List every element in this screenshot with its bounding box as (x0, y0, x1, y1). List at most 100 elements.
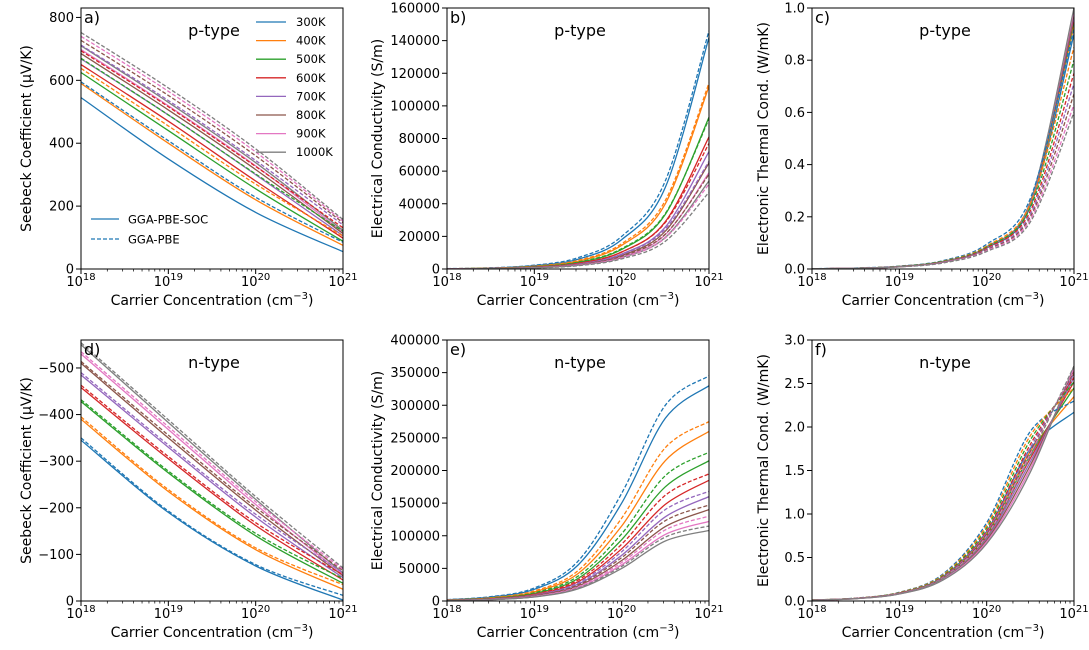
series-line-600k-gga-pbe-soc (81, 386, 343, 581)
x-axis-label: Carrier Concentration (cm−3) (111, 291, 314, 309)
series-line-800k-gga-pbe (812, 93, 1074, 269)
y-tick-label: 200000 (390, 464, 440, 479)
series-line-400k-gga-pbe (81, 67, 343, 237)
series-line-500k-gga-pbe-soc (447, 460, 709, 601)
y-tick-label: −500 (38, 361, 74, 376)
series-group (81, 342, 343, 601)
panel-title: n-type (188, 353, 240, 372)
y-tick-label: 1.0 (784, 508, 805, 523)
y-tick-label: 50000 (399, 562, 440, 577)
y-tick-label: 0.5 (784, 551, 805, 566)
series-line-700k-gga-pbe (81, 44, 343, 226)
series-line-700k-gga-pbe-soc (812, 377, 1074, 601)
series-line-500k-gga-pbe (812, 60, 1074, 269)
y-tick-label: 2.5 (784, 377, 805, 392)
x-tick-label: 1020 (607, 604, 636, 622)
y-tick-label: 350000 (390, 366, 440, 381)
y-tick-label: 0 (66, 595, 74, 610)
legend-label: 900K (296, 127, 326, 141)
series-line-400k-gga-pbe-soc (81, 418, 343, 590)
series-line-400k-gga-pbe-soc (447, 430, 709, 601)
series-line-400k-gga-pbe-soc (812, 396, 1074, 601)
series-line-900k-gga-pbe (812, 368, 1074, 601)
series-line-800k-gga-pbe-soc (812, 13, 1074, 269)
y-tick-label: 1.5 (784, 464, 805, 479)
x-tick-label: 1019 (520, 604, 549, 622)
panel-tag: b) (450, 8, 466, 27)
x-tick-label: 1018 (66, 272, 95, 290)
y-tick-label: 300000 (390, 399, 440, 414)
plot-frame (811, 339, 1075, 602)
series-line-1000k-gga-pbe (447, 525, 709, 601)
y-axis-label: Electrical Conductivity (S/m) (370, 39, 386, 238)
series-group (447, 30, 709, 269)
panel-tag: e) (450, 340, 466, 359)
series-line-400k-gga-pbe (81, 416, 343, 586)
series-line-700k-gga-pbe (812, 83, 1074, 269)
y-tick-label: 160000 (390, 2, 440, 17)
plot-frame (811, 7, 1075, 270)
series-line-400k-gga-pbe (812, 47, 1074, 269)
legend-label: 600K (296, 71, 326, 85)
y-tick-label: 0.6 (784, 106, 805, 121)
x-axis-label: Carrier Concentration (cm−3) (842, 623, 1045, 641)
y-tick-label: 0 (66, 263, 74, 278)
plot-frame (80, 339, 344, 602)
x-tick-label: 1020 (607, 272, 636, 290)
x-axis-label: Carrier Concentration (cm−3) (842, 291, 1045, 309)
series-group (812, 365, 1074, 601)
x-tick-label: 1019 (520, 272, 549, 290)
series-line-900k-gga-pbe (81, 351, 343, 570)
series-line-300k-gga-pbe (812, 28, 1074, 269)
y-tick-label: 400000 (390, 334, 440, 349)
series-line-300k-gga-pbe (81, 81, 343, 243)
series-line-500k-gga-pbe (81, 399, 343, 580)
series-line-400k-gga-pbe-soc (812, 26, 1074, 269)
panel-4: 1018 1019 1020 1021 0 −100 −200 −300 −400 −500 Car… (19, 339, 358, 641)
legend-label: 400K (296, 34, 326, 48)
series-line-800k-gga-pbe (81, 360, 343, 572)
x-tick-label: 1019 (885, 272, 914, 290)
y-tick-label: 0.0 (784, 595, 805, 610)
panel-tag: c) (815, 8, 830, 27)
series-line-600k-gga-pbe (81, 50, 343, 229)
x-tick-label: 1018 (66, 604, 95, 622)
series-line-600k-gga-pbe (812, 377, 1074, 601)
y-tick-label: 0.8 (784, 54, 805, 69)
y-tick-label: 60000 (399, 165, 440, 180)
y-tick-label: −300 (38, 455, 74, 470)
panel-tag: f) (815, 340, 827, 359)
series-line-600k-gga-pbe-soc (812, 18, 1074, 269)
panel-title: p-type (554, 21, 606, 40)
y-tick-label: 200 (49, 200, 74, 215)
y-tick-label: 0 (432, 263, 440, 278)
x-tick-label: 1018 (432, 604, 461, 622)
series-line-700k-gga-pbe (812, 373, 1074, 601)
legend-label: 700K (296, 89, 326, 103)
series-line-1000k-gga-pbe-soc (81, 45, 343, 231)
panel-3: 1018 1019 1020 1021 0.0 0.2 0.4 0.6 0.8 1.0 Carrie… (756, 2, 1089, 310)
x-tick-label: 1020 (972, 604, 1001, 622)
y-tick-label: −200 (38, 501, 74, 516)
panel-title: p-type (188, 21, 240, 40)
legend-label: 1000K (296, 145, 333, 159)
series-line-800k-gga-pbe-soc (812, 372, 1074, 601)
series-line-900k-gga-pbe-soc (812, 10, 1074, 269)
panel-tag: d) (84, 340, 100, 359)
series-line-900k-gga-pbe-soc (81, 48, 343, 233)
panel-5: 1018 1019 1020 1021 0 50000 100000 150000 200000… (370, 334, 724, 642)
x-tick-label: 1021 (328, 272, 357, 290)
x-tick-label: 1021 (1059, 272, 1088, 290)
y-axis-label: Seebeck Coefficient (μV/K) (19, 45, 35, 232)
series-line-500k-gga-pbe-soc (81, 71, 343, 242)
series-group (81, 31, 343, 253)
series-line-300k-gga-pbe-soc (81, 439, 343, 601)
x-tick-label: 1019 (154, 604, 183, 622)
y-tick-label: 600 (49, 74, 74, 89)
x-tick-label: 1021 (328, 604, 357, 622)
x-tick-label: 1021 (694, 272, 723, 290)
y-axis-label: Electrical Conductivity (S/m) (370, 371, 386, 570)
y-tick-label: 140000 (390, 34, 440, 49)
plot-frame (80, 7, 344, 270)
